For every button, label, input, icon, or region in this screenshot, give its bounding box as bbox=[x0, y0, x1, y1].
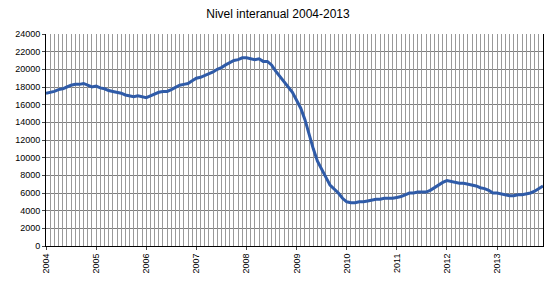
svg-text:2009: 2009 bbox=[292, 254, 302, 274]
svg-text:16000: 16000 bbox=[15, 100, 40, 110]
svg-text:14000: 14000 bbox=[15, 117, 40, 127]
svg-text:4000: 4000 bbox=[20, 206, 40, 216]
svg-text:2012: 2012 bbox=[442, 254, 452, 274]
svg-text:10000: 10000 bbox=[15, 153, 40, 163]
svg-text:12000: 12000 bbox=[15, 135, 40, 145]
svg-text:2008: 2008 bbox=[241, 254, 251, 274]
svg-text:2010: 2010 bbox=[342, 254, 352, 274]
svg-text:0: 0 bbox=[35, 241, 40, 251]
svg-text:2000: 2000 bbox=[20, 223, 40, 233]
svg-text:2013: 2013 bbox=[492, 254, 502, 274]
svg-text:18000: 18000 bbox=[15, 82, 40, 92]
svg-text:24000: 24000 bbox=[15, 29, 40, 39]
svg-text:2007: 2007 bbox=[191, 254, 201, 274]
svg-text:2005: 2005 bbox=[91, 254, 101, 274]
svg-text:2006: 2006 bbox=[141, 254, 151, 274]
svg-text:6000: 6000 bbox=[20, 188, 40, 198]
svg-text:20000: 20000 bbox=[15, 64, 40, 74]
svg-text:8000: 8000 bbox=[20, 170, 40, 180]
svg-text:Nivel interanual 2004-2013: Nivel interanual 2004-2013 bbox=[206, 7, 350, 21]
svg-text:2004: 2004 bbox=[41, 254, 51, 274]
svg-text:22000: 22000 bbox=[15, 47, 40, 57]
svg-text:2011: 2011 bbox=[392, 254, 402, 273]
